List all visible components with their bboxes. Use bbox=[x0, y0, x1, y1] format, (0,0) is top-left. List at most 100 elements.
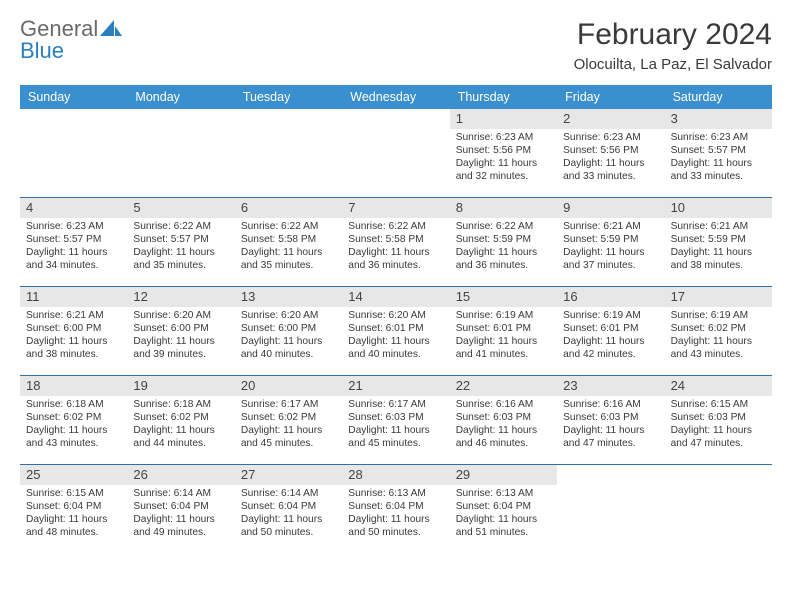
sunrise-line: Sunrise: 6:22 AM bbox=[348, 221, 443, 234]
day-number: 22 bbox=[450, 376, 557, 396]
sunset-line: Sunset: 5:57 PM bbox=[671, 145, 766, 158]
day-number: 6 bbox=[235, 198, 342, 218]
sunrise-line: Sunrise: 6:16 AM bbox=[563, 399, 658, 412]
sunset-line: Sunset: 6:04 PM bbox=[26, 501, 121, 514]
sunrise-line: Sunrise: 6:23 AM bbox=[456, 132, 551, 145]
daylight-line: Daylight: 11 hours and 37 minutes. bbox=[563, 247, 658, 273]
sunset-line: Sunset: 6:02 PM bbox=[241, 412, 336, 425]
sunset-line: Sunset: 6:03 PM bbox=[348, 412, 443, 425]
sunrise-line: Sunrise: 6:20 AM bbox=[241, 310, 336, 323]
sunset-line: Sunset: 5:59 PM bbox=[563, 234, 658, 247]
calendar-cell: 21Sunrise: 6:17 AMSunset: 6:03 PMDayligh… bbox=[342, 376, 449, 464]
daylight-line: Daylight: 11 hours and 38 minutes. bbox=[26, 336, 121, 362]
daylight-line: Daylight: 11 hours and 36 minutes. bbox=[456, 247, 551, 273]
daylight-line: Daylight: 11 hours and 44 minutes. bbox=[133, 425, 228, 451]
daylight-line: Daylight: 11 hours and 43 minutes. bbox=[671, 336, 766, 362]
daylight-line: Daylight: 11 hours and 46 minutes. bbox=[456, 425, 551, 451]
sunrise-line: Sunrise: 6:16 AM bbox=[456, 399, 551, 412]
calendar-cell: 10Sunrise: 6:21 AMSunset: 5:59 PMDayligh… bbox=[665, 198, 772, 286]
weekday-label: Friday bbox=[557, 85, 664, 109]
weekday-label: Monday bbox=[127, 85, 234, 109]
calendar-cell: 9Sunrise: 6:21 AMSunset: 5:59 PMDaylight… bbox=[557, 198, 664, 286]
calendar-cell: 22 Sunrise: 6:16 AMSunset: 6:03 PMDayligh… bbox=[450, 376, 557, 464]
sunset-line: Sunset: 6:04 PM bbox=[456, 501, 551, 514]
daylight-line: Daylight: 11 hours and 32 minutes. bbox=[456, 158, 551, 184]
sunrise-line: Sunrise: 6:21 AM bbox=[26, 310, 121, 323]
day-number: 15 bbox=[450, 287, 557, 307]
calendar-cell: 25Sunrise: 6:15 AMSunset: 6:04 PMDayligh… bbox=[20, 465, 127, 553]
daylight-line: Daylight: 11 hours and 43 minutes. bbox=[26, 425, 121, 451]
calendar-cell: 2Sunrise: 6:23 AMSunset: 5:56 PMDaylight… bbox=[557, 109, 664, 197]
sunrise-line: Sunrise: 6:22 AM bbox=[456, 221, 551, 234]
sail-icon bbox=[100, 20, 122, 36]
sunrise-line: Sunrise: 6:23 AM bbox=[671, 132, 766, 145]
sunrise-line: Sunrise: 6:19 AM bbox=[456, 310, 551, 323]
calendar-cell bbox=[557, 465, 664, 553]
sunrise-line: Sunrise: 6:20 AM bbox=[348, 310, 443, 323]
daylight-line: Daylight: 11 hours and 40 minutes. bbox=[241, 336, 336, 362]
sunset-line: Sunset: 5:58 PM bbox=[348, 234, 443, 247]
sunrise-line: Sunrise: 6:13 AM bbox=[348, 488, 443, 501]
day-number: 17 bbox=[665, 287, 772, 307]
brand-logo: General Blue bbox=[20, 18, 122, 62]
calendar-cell: 3Sunrise: 6:23 AMSunset: 5:57 PMDaylight… bbox=[665, 109, 772, 197]
calendar-cell: 28Sunrise: 6:13 AMSunset: 6:04 PMDayligh… bbox=[342, 465, 449, 553]
calendar-cell: 20Sunrise: 6:17 AMSunset: 6:02 PMDayligh… bbox=[235, 376, 342, 464]
calendar-cell: 5Sunrise: 6:22 AMSunset: 5:57 PMDaylight… bbox=[127, 198, 234, 286]
day-number: 5 bbox=[127, 198, 234, 218]
day-number: 23 bbox=[557, 376, 664, 396]
calendar-cell bbox=[342, 109, 449, 197]
day-number: 14 bbox=[342, 287, 449, 307]
sunset-line: Sunset: 5:56 PM bbox=[563, 145, 658, 158]
sunrise-line: Sunrise: 6:15 AM bbox=[671, 399, 766, 412]
sunrise-line: Sunrise: 6:21 AM bbox=[563, 221, 658, 234]
sunrise-line: Sunrise: 6:23 AM bbox=[563, 132, 658, 145]
calendar-cell: 17Sunrise: 6:19 AMSunset: 6:02 PMDayligh… bbox=[665, 287, 772, 375]
sunrise-line: Sunrise: 6:22 AM bbox=[133, 221, 228, 234]
day-number: 11 bbox=[20, 287, 127, 307]
calendar-cell: 26Sunrise: 6:14 AMSunset: 6:04 PMDayligh… bbox=[127, 465, 234, 553]
calendar-cell: 4Sunrise: 6:23 AMSunset: 5:57 PMDaylight… bbox=[20, 198, 127, 286]
calendar-cell: 1Sunrise: 6:23 AMSunset: 5:56 PMDaylight… bbox=[450, 109, 557, 197]
calendar-cell: 16Sunrise: 6:19 AMSunset: 6:01 PMDayligh… bbox=[557, 287, 664, 375]
sunset-line: Sunset: 6:01 PM bbox=[456, 323, 551, 336]
daylight-line: Daylight: 11 hours and 47 minutes. bbox=[563, 425, 658, 451]
sunset-line: Sunset: 5:59 PM bbox=[671, 234, 766, 247]
daylight-line: Daylight: 11 hours and 45 minutes. bbox=[348, 425, 443, 451]
calendar-cell: 13Sunrise: 6:20 AMSunset: 6:00 PMDayligh… bbox=[235, 287, 342, 375]
calendar-cell: 12Sunrise: 6:20 AMSunset: 6:00 PMDayligh… bbox=[127, 287, 234, 375]
calendar-grid: 1Sunrise: 6:23 AMSunset: 5:56 PMDaylight… bbox=[20, 109, 772, 553]
calendar-cell: 7Sunrise: 6:22 AMSunset: 5:58 PMDaylight… bbox=[342, 198, 449, 286]
calendar-cell bbox=[20, 109, 127, 197]
daylight-line: Daylight: 11 hours and 48 minutes. bbox=[26, 514, 121, 540]
weekday-label: Saturday bbox=[665, 85, 772, 109]
day-number: 20 bbox=[235, 376, 342, 396]
day-number: 1 bbox=[450, 109, 557, 129]
daylight-line: Daylight: 11 hours and 35 minutes. bbox=[241, 247, 336, 273]
calendar-cell: 14Sunrise: 6:20 AMSunset: 6:01 PMDayligh… bbox=[342, 287, 449, 375]
sunset-line: Sunset: 6:01 PM bbox=[348, 323, 443, 336]
calendar-cell bbox=[127, 109, 234, 197]
sunset-line: Sunset: 6:02 PM bbox=[671, 323, 766, 336]
day-number: 19 bbox=[127, 376, 234, 396]
calendar-cell: 6Sunrise: 6:22 AMSunset: 5:58 PMDaylight… bbox=[235, 198, 342, 286]
day-number: 24 bbox=[665, 376, 772, 396]
sunset-line: Sunset: 6:03 PM bbox=[456, 412, 551, 425]
sunrise-line: Sunrise: 6:17 AM bbox=[241, 399, 336, 412]
daylight-line: Daylight: 11 hours and 35 minutes. bbox=[133, 247, 228, 273]
day-number: 8 bbox=[450, 198, 557, 218]
weekday-label: Thursday bbox=[450, 85, 557, 109]
daylight-line: Daylight: 11 hours and 34 minutes. bbox=[26, 247, 121, 273]
sunset-line: Sunset: 5:58 PM bbox=[241, 234, 336, 247]
daylight-line: Daylight: 11 hours and 51 minutes. bbox=[456, 514, 551, 540]
calendar-cell bbox=[235, 109, 342, 197]
day-number: 21 bbox=[342, 376, 449, 396]
calendar-cell: 27Sunrise: 6:14 AMSunset: 6:04 PMDayligh… bbox=[235, 465, 342, 553]
calendar-cell: 8Sunrise: 6:22 AMSunset: 5:59 PMDaylight… bbox=[450, 198, 557, 286]
sunset-line: Sunset: 6:00 PM bbox=[241, 323, 336, 336]
day-number: 18 bbox=[20, 376, 127, 396]
calendar-cell: 15Sunrise: 6:19 AMSunset: 6:01 PMDayligh… bbox=[450, 287, 557, 375]
sunrise-line: Sunrise: 6:15 AM bbox=[26, 488, 121, 501]
calendar-weekday-header: SundayMondayTuesdayWednesdayThursdayFrid… bbox=[20, 85, 772, 109]
daylight-line: Daylight: 11 hours and 33 minutes. bbox=[563, 158, 658, 184]
